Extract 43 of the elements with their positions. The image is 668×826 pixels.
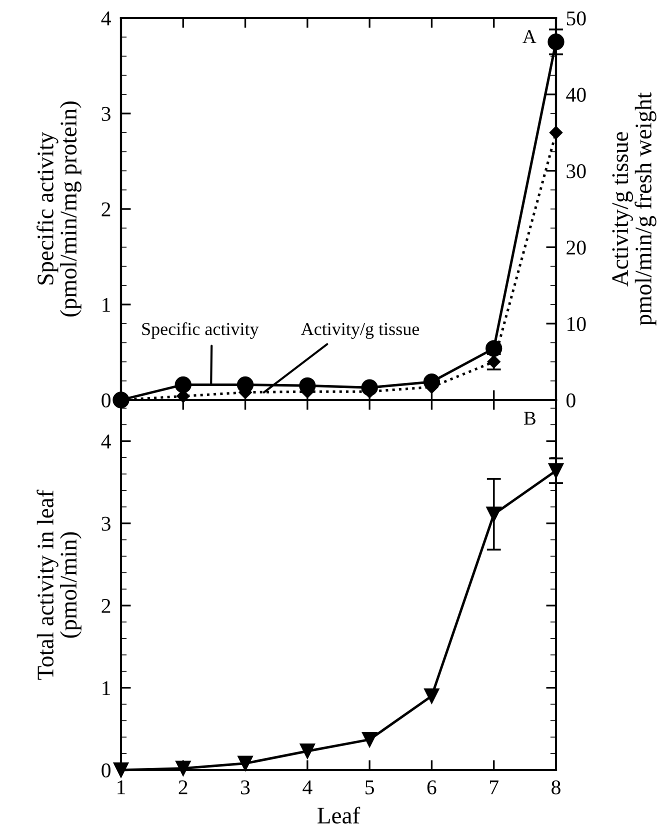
point bbox=[362, 732, 378, 748]
annotation: Specific activity bbox=[142, 322, 259, 339]
y-tick-label: 1 bbox=[102, 298, 110, 312]
y-tick-label: 3 bbox=[102, 516, 110, 531]
point bbox=[486, 340, 502, 357]
y2-tick-label: 10 bbox=[568, 316, 586, 332]
y-tick-label: 3 bbox=[102, 106, 110, 121]
y-tick-label: 0 bbox=[102, 763, 110, 778]
point bbox=[549, 126, 563, 140]
y-tick-label: 1 bbox=[102, 681, 110, 696]
x-tick-label: 1 bbox=[118, 780, 125, 794]
y2-axis-title: Activity/g tissue pmol/min/g fresh weight bbox=[612, 92, 656, 326]
y-tick-label: 0 bbox=[102, 393, 110, 408]
y-tick-label: 2 bbox=[102, 202, 110, 216]
x-tick-label: 8 bbox=[552, 780, 560, 794]
x-axis-title: Leaf bbox=[318, 806, 360, 824]
point bbox=[174, 376, 192, 394]
y-tick-label: 4 bbox=[101, 12, 111, 26]
x-tick-label: 2 bbox=[178, 780, 188, 794]
annotation: A bbox=[522, 30, 536, 43]
point bbox=[424, 688, 440, 704]
annotation: B bbox=[524, 412, 536, 425]
y2-tick-label: 50 bbox=[566, 11, 586, 26]
y-axis-title: Total activity in leaf (pmol/min) bbox=[36, 490, 82, 680]
point bbox=[176, 760, 191, 776]
point bbox=[238, 756, 253, 772]
x-tick-label: 4 bbox=[302, 780, 312, 794]
annotation: Activity/g tissue bbox=[300, 323, 420, 339]
x-tick-label: 3 bbox=[241, 780, 250, 794]
y2-tick-label: 30 bbox=[566, 164, 586, 178]
y-axis-title: Specific activity (pmol/min/mg protein) bbox=[36, 102, 82, 316]
point bbox=[548, 463, 564, 478]
y-tick-label: 2 bbox=[102, 598, 110, 613]
x-tick-label: 7 bbox=[490, 780, 498, 794]
y2-tick-label: 40 bbox=[566, 88, 586, 102]
y-tick-label: 4 bbox=[101, 434, 111, 448]
y2-tick-label: 20 bbox=[566, 240, 586, 255]
point bbox=[113, 762, 129, 778]
x-tick-label: 5 bbox=[366, 780, 374, 794]
x-tick-label: 6 bbox=[427, 780, 436, 794]
point bbox=[300, 743, 316, 759]
point bbox=[486, 506, 502, 522]
y2-tick-label: 0 bbox=[566, 393, 576, 408]
